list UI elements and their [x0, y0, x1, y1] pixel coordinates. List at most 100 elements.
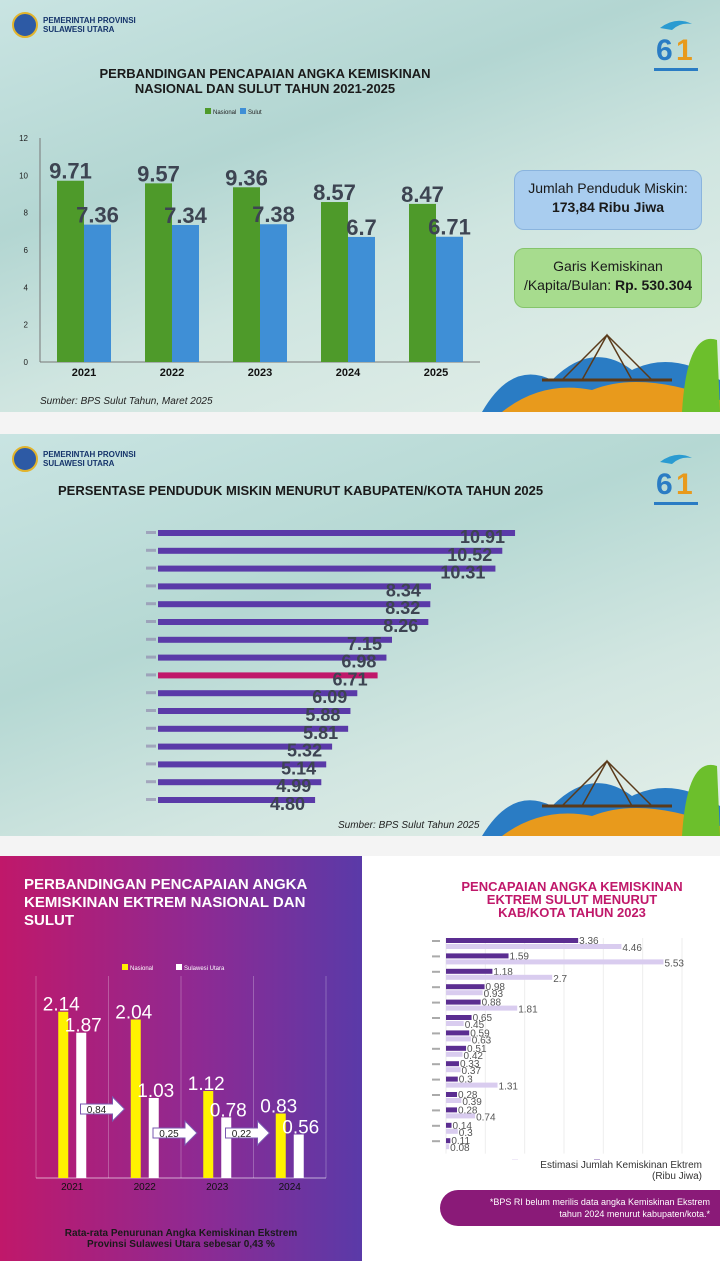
chart2-bar — [158, 530, 516, 536]
chart2-bar — [158, 619, 429, 625]
chart1-title: PERBANDINGAN PENCAPAIAN ANGKA KEMISKINAN… — [40, 66, 490, 96]
chart1-y-tick-label: 0 — [24, 358, 29, 367]
chart4-data-label: 0.11 — [451, 1136, 470, 1147]
chart1-data-label: 9.57 — [137, 161, 180, 186]
chart1-x-tick-label: 2022 — [160, 367, 184, 379]
chart4-data-label: 0.98 — [486, 982, 506, 993]
chart4-data-label: 1.18 — [493, 967, 513, 978]
chart1-bar-sulut — [260, 224, 287, 362]
chart4-bar-light — [446, 1005, 518, 1011]
chart2-data-label: 6.98 — [341, 652, 376, 672]
chart1-data-label: 7.38 — [252, 202, 295, 227]
chart2-category-tick — [146, 531, 156, 534]
chart4-bar-light — [446, 1067, 461, 1073]
chart4-bar-dark — [446, 1045, 467, 1051]
chart4-data-label: 0.28 — [458, 1105, 478, 1116]
chart1-data-label: 9.36 — [225, 165, 268, 190]
chart2-source: Sumber: BPS Sulut Tahun 2025 — [338, 820, 480, 831]
chart4-category-tick — [432, 1078, 440, 1081]
chart1-bar-sulut — [436, 236, 463, 362]
svg-text:1: 1 — [676, 468, 693, 501]
chart2-category-tick — [146, 620, 156, 623]
chart3-bar-sulut — [293, 1134, 304, 1178]
chart2-category-tick — [146, 637, 156, 641]
chart4-data-label: 0.51 — [467, 1044, 487, 1055]
chart1-data-label: 6.7 — [346, 215, 377, 240]
chart1-legend-swatch-nasional — [205, 108, 211, 114]
chart2-category-tick — [146, 602, 156, 606]
chart2-bar — [158, 547, 503, 554]
chart4-data-label: 0.63 — [472, 1035, 492, 1046]
chart1-bar-nasional — [57, 180, 84, 362]
chart4-bar-light — [446, 1128, 458, 1134]
chart4-bar-dark — [446, 1107, 458, 1113]
panel-extreme-poverty: PERBANDINGAN PENCAPAIAN ANGKA KEMISKINAN… — [0, 856, 362, 1261]
chart4-category-tick — [432, 1017, 440, 1019]
chart2-bar — [158, 725, 349, 732]
chart1-x-tick-label: 2024 — [336, 367, 361, 379]
chart4-bar-dark — [446, 968, 493, 974]
chart2-category-tick — [146, 726, 156, 730]
chart4-data-label: 0.45 — [465, 1020, 485, 1031]
chart4-bar-dark — [446, 1030, 470, 1036]
poverty-line-box: Garis Kemiskinan /Kapita/Bulan: Rp. 530.… — [514, 248, 702, 308]
chart4-title: PENCAPAIAN ANGKA KEMISKINAN EKTREM SULUT… — [442, 880, 702, 919]
chart3-footer: Rata-rata Penurunan Angka Kemiskinan Eks… — [0, 1228, 362, 1250]
chart3-data-label: 0.56 — [282, 1117, 319, 1138]
chart2-bar — [158, 565, 496, 572]
chart1-data-label: 6.71 — [428, 215, 471, 240]
chart2-bar — [158, 636, 392, 643]
chart4-bar-light — [446, 959, 664, 965]
chart4-svg: 3.36 4.46 1.59 5.53 1.18 2.7 0.980.930.88 1.81 0… — [432, 936, 684, 1160]
poor-population-box: Jumlah Penduduk Miskin: 173,84 Ribu Jiwa — [514, 170, 702, 230]
chart3-x-tick-label: 2022 — [134, 1182, 157, 1192]
chart4-title-line2: EKTREM SULUT MENURUT — [486, 892, 658, 907]
chart3-arrow-icon — [225, 1119, 271, 1147]
province-emblem-icon — [12, 446, 38, 472]
chart2-category-tick — [146, 762, 156, 766]
gov-name-line1: PEMERINTAH PROVINSI — [43, 16, 136, 25]
chart4-note-line2: tahun 2024 menurut kabupaten/kota.* — [559, 1209, 710, 1219]
chart2-bar — [158, 779, 322, 786]
chart3-legend-label: Nasional — [130, 966, 153, 972]
chart4-bar-light — [446, 1082, 498, 1088]
chart4-data-label: 1.81 — [518, 1005, 538, 1016]
chart2-data-label: 10.91 — [460, 527, 505, 547]
chart2-category-tick — [146, 548, 156, 552]
chart4-data-label: 0.08 — [450, 1143, 470, 1154]
chart4-data-label: 0.28 — [458, 1090, 478, 1101]
chart1-x-tick-label: 2021 — [72, 367, 96, 379]
panel-separator — [0, 412, 720, 434]
anniversary-logo-icon: 6 1 — [654, 20, 698, 71]
chart2-bar — [158, 743, 333, 750]
chart1-x-tick-label: 2023 — [248, 367, 272, 379]
chart1-legend-label: Nasional — [213, 110, 236, 116]
chart3-annotation: 0,84 — [87, 1105, 107, 1116]
chart3-footer-line1: Rata-rata Penurunan Angka Kemiskinan Eks… — [64, 1228, 298, 1239]
chart4-bar-dark — [446, 1076, 458, 1082]
gov-logo: PEMERINTAH PROVINSI SULAWESI UTARA — [12, 12, 136, 38]
chart1-y-tick-label: 4 — [24, 283, 29, 292]
chart4-bar-dark — [446, 1122, 452, 1128]
chart1-title-line2: NASIONAL DAN SULUT TAHUN 2021-2025 — [134, 81, 396, 96]
chart3-data-label: 2.14 — [43, 995, 80, 1016]
chart4-bar-light — [446, 1021, 464, 1026]
chart4-bar-dark — [446, 1092, 458, 1097]
chart3-data-label: 0.83 — [260, 1097, 297, 1118]
chart4-bar-light — [446, 1098, 462, 1103]
chart4-data-label: 0.39 — [462, 1097, 482, 1108]
chart2-data-label: 5.81 — [303, 723, 338, 743]
chart4-data-label: 0.37 — [462, 1066, 482, 1077]
chart3-annotation: 0,22 — [232, 1129, 252, 1140]
chart1-source: Sumber: BPS Sulut Tahun, Maret 2025 — [40, 396, 213, 407]
chart2-category-tick — [146, 566, 156, 570]
chart4-data-label: 0.74 — [476, 1112, 496, 1123]
chart3-legend-label: Sulawesi Utara — [184, 966, 225, 972]
chart3-legend-swatch-nasional — [122, 964, 128, 970]
chart2-bar — [158, 797, 316, 803]
chart1-legend-label: Sulut — [248, 110, 262, 116]
chart4-caption-line2: (Ribu Jiwa) — [651, 1171, 702, 1182]
svg-text:6: 6 — [656, 468, 673, 501]
chart2-data-label: 8.32 — [385, 598, 420, 618]
